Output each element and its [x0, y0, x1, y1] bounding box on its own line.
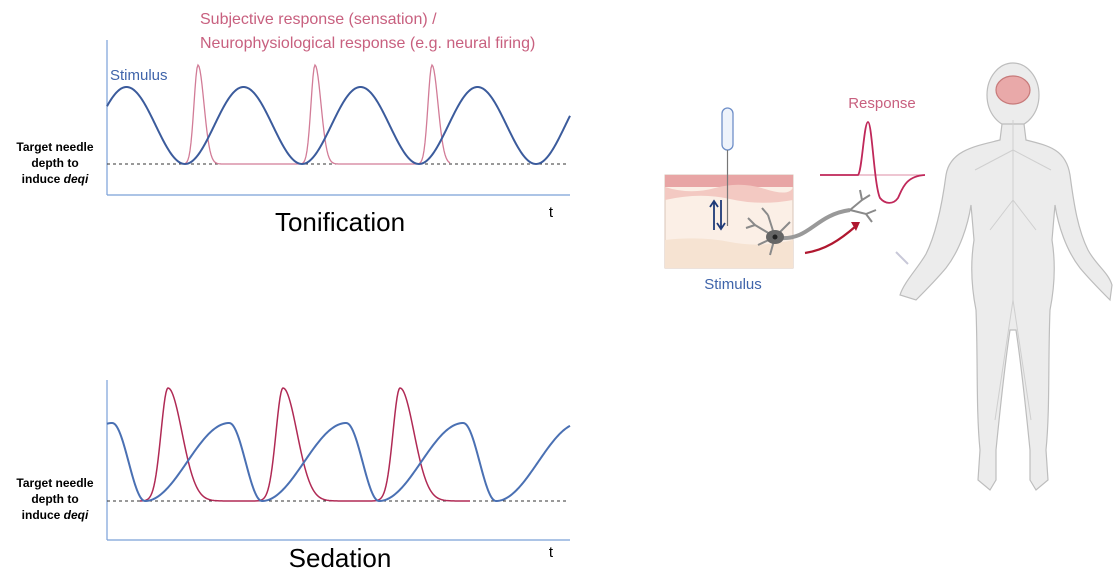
- target-label: Target needle: [16, 476, 93, 490]
- panel-title: Tonification: [275, 207, 405, 237]
- response-label: Response: [848, 95, 916, 112]
- needle-handle: [722, 108, 733, 150]
- target-label: depth to: [31, 492, 78, 506]
- response-curve: [185, 65, 450, 164]
- panel-title: Sedation: [289, 543, 392, 573]
- target-label: depth to: [31, 156, 78, 170]
- target-label-italic: deqi: [64, 508, 89, 522]
- axis-label: t: [549, 204, 554, 221]
- target-label: Target needle: [16, 140, 93, 154]
- figure: Subjective response (sensation) / Neurop…: [0, 0, 1113, 573]
- human-figure: [896, 63, 1112, 490]
- neuron-nucleus: [773, 235, 778, 240]
- stimulus-label: Stimulus: [704, 276, 762, 293]
- target-label: induce deqi: [22, 508, 89, 522]
- skin-epidermis: [665, 175, 793, 187]
- response-label: Neurophysiological response (e.g. neural…: [200, 35, 535, 52]
- response-curve: [140, 388, 470, 501]
- stimulus-curve: [107, 87, 570, 164]
- target-label: induce deqi: [22, 172, 89, 186]
- stimulus-label: Stimulus: [110, 67, 168, 84]
- skin-illustration: Stimulus Response: [665, 95, 925, 293]
- target-label-italic: deqi: [64, 172, 89, 186]
- target-label-prefix: induce: [22, 508, 61, 522]
- response-label: Subjective response (sensation) /: [200, 11, 437, 28]
- axis-label: t: [549, 544, 554, 561]
- signal-arrow: [805, 226, 856, 253]
- stimulus-curve: [107, 423, 570, 501]
- response-trace: [820, 122, 925, 203]
- target-label-prefix: induce: [22, 172, 61, 186]
